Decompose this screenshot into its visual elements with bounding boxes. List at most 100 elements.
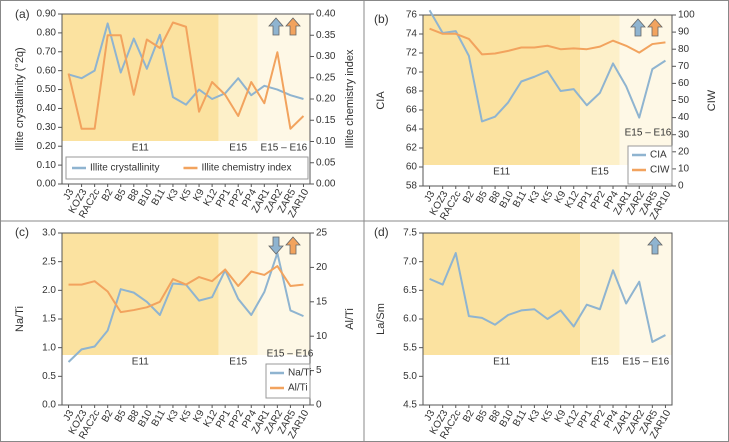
zone-band (257, 14, 310, 141)
zone-label: E15 – E16 (625, 128, 672, 139)
y-tick-label: 0.90 (37, 9, 57, 20)
y-tick-label: 58 (406, 181, 418, 192)
zone-label: E11 (493, 357, 510, 368)
y-tick-label: 68 (406, 86, 418, 97)
x-tick-label: K3 (527, 408, 543, 424)
series-line (428, 9, 666, 123)
y2-tick-label: 0.10 (316, 136, 336, 147)
y-tick-label: 60 (406, 162, 418, 173)
y2-tick-label: 0.40 (316, 9, 336, 20)
x-tick-label: K9 (191, 408, 207, 424)
x-tick-label: B2 (100, 187, 116, 203)
zone-strip (62, 141, 310, 155)
zone-label: E15 – E16 (261, 143, 308, 154)
y2-axis-label: CIW (706, 89, 718, 111)
trend-arrow (285, 236, 301, 255)
x-tick-label: B2 (461, 408, 477, 424)
y-tick-label: 2.5 (42, 256, 56, 267)
zone-band (62, 233, 219, 355)
y-tick-label: 6.5 (403, 285, 417, 296)
x-tick-label: B8 (126, 187, 142, 203)
y-tick-label: 0.80 (37, 28, 57, 39)
x-tick-label: B8 (126, 408, 142, 424)
y-tick-label: 70 (406, 67, 418, 78)
y-axis-label: La/Sm (375, 303, 387, 335)
x-tick-label: K5 (178, 187, 194, 203)
x-tick-label: K5 (540, 189, 556, 205)
y2-tick-label: 100 (678, 10, 695, 21)
zone-strip (423, 165, 672, 179)
y2-axis-label: Al/Ti (344, 308, 356, 330)
legend-label: Na/Ti (288, 368, 312, 379)
zone-band (218, 233, 258, 355)
y-axis-label: Illite crystallinity (°2q) (14, 47, 26, 150)
zone-strip (423, 355, 672, 369)
y2-axis-label: Illite chemistry index (344, 49, 356, 149)
y2-tick-label: 0.00 (316, 179, 336, 190)
y-tick-label: 0.5 (42, 371, 56, 382)
trend-arrow (285, 17, 301, 36)
y-tick-label: 5.5 (403, 342, 417, 353)
panel-label: (a) (15, 7, 30, 21)
y-tick-label: 4.5 (403, 400, 417, 411)
y2-tick-label: 0.20 (316, 94, 336, 105)
legend-label: Illite chemistry index (201, 163, 291, 174)
series-line (429, 27, 666, 56)
y2-tick-label: 0.30 (316, 51, 336, 62)
y-tick-label: 74 (406, 29, 418, 40)
y-tick-label: 66 (406, 105, 418, 116)
x-tick-label: B5 (474, 408, 490, 424)
y2-tick-label: 10 (316, 331, 328, 342)
zone-label: E11 (132, 357, 149, 368)
zone-band (580, 233, 620, 355)
y-tick-label: 3.0 (42, 228, 56, 239)
y-tick-label: 0.40 (37, 103, 57, 114)
legend-label: Illite crystallinity (90, 163, 159, 174)
y2-tick-label: 70 (678, 61, 690, 72)
y2-tick-label: 0.05 (316, 157, 336, 168)
y-tick-label: 0.70 (37, 46, 57, 57)
y-tick-label: 1.5 (42, 314, 56, 325)
legend-label: Al/Ti (288, 383, 308, 394)
zone-band (423, 15, 581, 165)
y2-tick-label: 0.15 (316, 115, 336, 126)
trend-arrow (647, 236, 663, 255)
y2-tick-label: 10 (678, 164, 690, 175)
y-tick-label: 0.50 (37, 84, 57, 95)
y2-tick-label: 80 (678, 44, 690, 55)
x-tick-label: K5 (178, 408, 194, 424)
y-tick-label: 7.0 (403, 256, 417, 267)
y2-tick-label: 0 (316, 400, 322, 411)
y2-tick-label: 5 (316, 365, 322, 376)
trend-arrow (268, 236, 284, 255)
zone-band (62, 14, 219, 141)
y-tick-label: 0.60 (37, 65, 57, 76)
y2-tick-label: 25 (316, 228, 328, 239)
x-tick-label: B8 (487, 408, 503, 424)
y2-tick-label: 0.25 (316, 72, 336, 83)
x-tick-label: K9 (191, 187, 207, 203)
y2-tick-label: 40 (678, 112, 690, 123)
zone-label: E15 – E16 (622, 357, 669, 368)
series-line (68, 22, 304, 106)
y2-tick-label: 20 (316, 262, 328, 273)
zone-label: E15 (591, 357, 609, 368)
y-tick-label: 6.0 (403, 314, 417, 325)
x-tick-label: B8 (487, 189, 503, 205)
x-tick-label: K3 (527, 189, 543, 205)
zone-label: E15 (229, 143, 247, 154)
zone-label: E15 – E16 (267, 349, 314, 360)
y-tick-label: 64 (406, 124, 418, 135)
trend-arrow (647, 18, 663, 37)
y-tick-label: 0.00 (37, 179, 57, 190)
y2-tick-label: 20 (678, 146, 690, 157)
zone-band (423, 233, 581, 355)
zone-label: E11 (493, 167, 510, 178)
x-tick-label: B5 (113, 187, 129, 203)
trend-arrow (630, 18, 646, 37)
y-tick-label: 0.20 (37, 141, 57, 152)
zone-band (619, 233, 672, 355)
zone-label: E11 (132, 143, 149, 154)
y2-tick-label: 90 (678, 27, 690, 38)
panel-label: (d) (374, 225, 389, 239)
